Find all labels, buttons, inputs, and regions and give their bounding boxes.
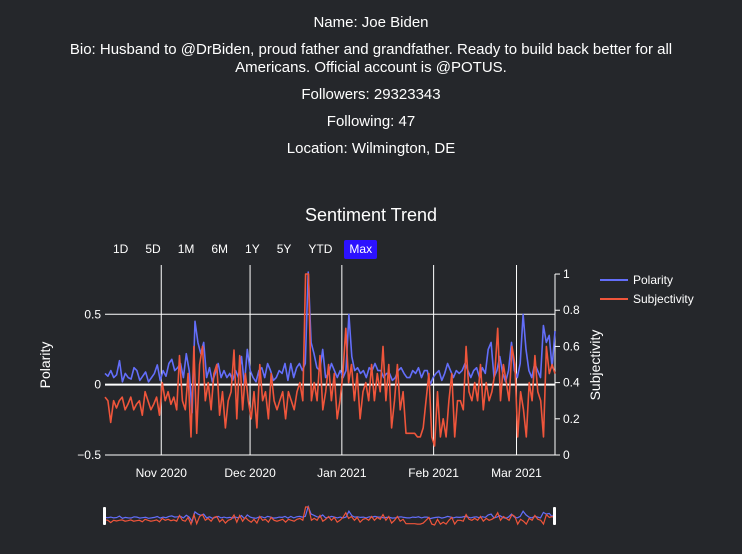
axis-ticks: Nov 2020 Dec 2020 Jan 2021 Feb 2021 Mar 2021…: [77, 267, 580, 480]
legend-label-subjectivity: Subjectivity: [633, 292, 694, 306]
range-button-1y[interactable]: 1Y: [245, 242, 260, 256]
legend-label-polarity: Polarity: [633, 273, 673, 287]
y-axis-label-right: Subjectivity: [587, 330, 603, 401]
series-line-polarity: [104, 271, 556, 414]
y-tick-label-left: −0.5: [77, 448, 101, 462]
range-button-6m[interactable]: 6M: [211, 242, 229, 256]
range-slider-handle-left[interactable]: [103, 507, 106, 525]
y-tick-label-right: 0.6: [563, 339, 580, 353]
range-slider-series: [104, 504, 556, 526]
profile-info: Name: Joe Biden Bio: Husband to @DrBiden…: [0, 14, 742, 167]
range-slider[interactable]: [103, 504, 556, 527]
profile-following: Following: 47: [326, 113, 416, 130]
range-button-ytd[interactable]: YTD: [308, 242, 333, 256]
profile-location: Location: Wilmington, DE: [286, 140, 456, 157]
profile-name: Name: Joe Biden: [313, 14, 429, 31]
chart-title: Sentiment Trend: [304, 205, 438, 225]
grid-lines: [105, 265, 560, 456]
range-slider-handle-right[interactable]: [553, 507, 556, 525]
range-button-1m[interactable]: 1M: [177, 242, 195, 256]
x-tick-label: Jan 2021: [317, 466, 367, 480]
y-tick-label-right: 0.8: [563, 303, 580, 317]
range-button-max[interactable]: Max: [344, 240, 378, 259]
profile-bio: Bio: Husband to @DrBiden, proud father a…: [69, 41, 673, 76]
range-slider-track: [105, 505, 555, 527]
y-axis-label-left: Polarity: [37, 342, 53, 389]
x-tick-label: Feb 2021: [408, 466, 459, 480]
y-tick-label-right: 1: [563, 267, 570, 281]
y-tick-label-left: 0.5: [84, 307, 101, 321]
profile-followers: Followers: 29323343: [301, 86, 441, 103]
y-tick-label-right: 0.2: [563, 412, 580, 426]
series-line-subjectivity: [104, 273, 556, 447]
range-button-5y[interactable]: 5Y: [276, 242, 292, 256]
range-selector: 1D 5D 1M 6M 1Y 5Y YTD Max: [108, 240, 384, 259]
slider-line-polarity: [104, 504, 556, 524]
y-tick-label-right: 0: [563, 448, 570, 462]
x-tick-label: Nov 2020: [136, 466, 188, 480]
range-button-5d[interactable]: 5D: [145, 242, 161, 256]
x-tick-label: Dec 2020: [224, 466, 276, 480]
y-tick-label-left: 0: [94, 378, 101, 392]
y-tick-label-right: 0.4: [563, 376, 580, 390]
x-tick-label: Mar 2021: [491, 466, 542, 480]
chart-legend[interactable]: Polarity Subjectivity: [600, 273, 694, 306]
series-lines: [104, 271, 556, 447]
range-button-1d[interactable]: 1D: [113, 242, 129, 256]
slider-line-subjectivity: [104, 506, 556, 526]
